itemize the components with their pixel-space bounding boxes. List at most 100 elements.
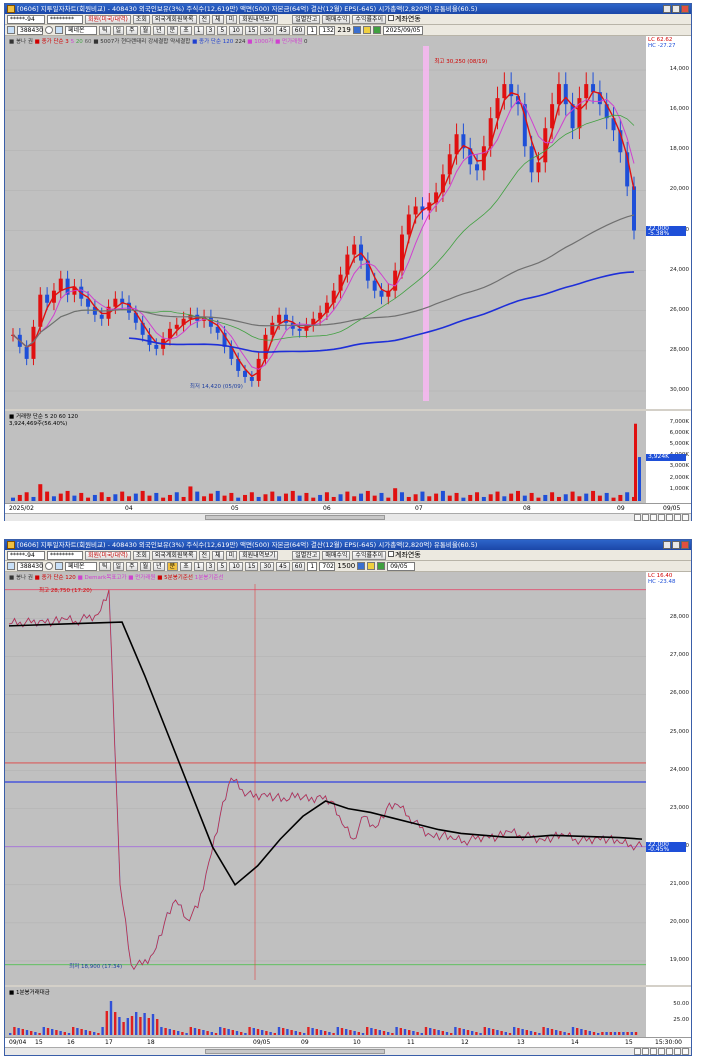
search-icon[interactable] bbox=[45, 26, 53, 34]
nav-first-icon[interactable] bbox=[634, 514, 641, 521]
period-month-button[interactable]: 월 bbox=[139, 561, 152, 571]
interval-3-button[interactable]: 3 bbox=[205, 561, 216, 571]
period-week-button[interactable]: 주 bbox=[126, 561, 138, 571]
bottom-volume-chart[interactable]: ■ 1분봉거래대금 bbox=[5, 987, 646, 1037]
query-button[interactable]: 조회 bbox=[132, 550, 150, 560]
interval-15-button[interactable]: 15 bbox=[244, 561, 259, 571]
password-field[interactable]: ******** bbox=[47, 550, 83, 560]
zoom-in-icon[interactable] bbox=[674, 514, 681, 521]
che-button[interactable]: 체 bbox=[212, 14, 224, 24]
period-tick-button[interactable]: 틱 bbox=[99, 25, 111, 35]
pin-icon[interactable] bbox=[7, 26, 15, 34]
top-members-button[interactable]: 외국계회원목록 bbox=[151, 550, 197, 560]
reset-icon[interactable] bbox=[682, 514, 689, 521]
interval-5-button[interactable]: 5 bbox=[217, 561, 228, 571]
settings-icon[interactable] bbox=[372, 26, 381, 34]
save-icon[interactable] bbox=[367, 562, 376, 570]
daily-balance-button[interactable]: 일별잔고 bbox=[292, 14, 321, 24]
jeon-button[interactable]: 전 bbox=[198, 550, 211, 560]
period-week-button[interactable]: 주 bbox=[126, 25, 138, 35]
member-view-button[interactable]: 회원내역보기 bbox=[239, 550, 279, 560]
top-price-chart[interactable]: ■ 봉나 권 ■ 종가 단순 3 5 20 60 ■ 5007가 현다랜태리 강… bbox=[5, 36, 646, 409]
interval-15-button[interactable]: 15 bbox=[244, 25, 259, 35]
period-minute-button[interactable]: 분 bbox=[166, 25, 179, 35]
interval-3-button[interactable]: 3 bbox=[205, 25, 216, 35]
member-view-button[interactable]: 회원내역보기 bbox=[239, 14, 279, 24]
member-button[interactable]: 회원(미국/대역) bbox=[85, 14, 131, 24]
top-scroll-thumb[interactable] bbox=[205, 515, 385, 520]
maximize-button[interactable] bbox=[672, 5, 680, 13]
settings-icon[interactable] bbox=[377, 562, 386, 570]
close-button[interactable] bbox=[681, 5, 689, 13]
interval-30-button[interactable]: 30 bbox=[260, 25, 275, 35]
mi-button[interactable]: 미 bbox=[225, 550, 238, 560]
count-input[interactable]: 702 bbox=[319, 561, 336, 571]
period-year-button[interactable]: 년 bbox=[153, 25, 165, 35]
nav-stop-icon[interactable] bbox=[650, 1048, 657, 1055]
nav-prev-icon[interactable] bbox=[642, 1048, 649, 1055]
nav-first-icon[interactable] bbox=[634, 1048, 641, 1055]
zoom-out-icon[interactable] bbox=[666, 514, 673, 521]
stock-code-field[interactable]: 388430 bbox=[17, 25, 43, 35]
trade-profit-button[interactable]: 매매수익 bbox=[322, 14, 351, 24]
interval-30-button[interactable]: 30 bbox=[260, 561, 275, 571]
interval-60-button[interactable]: 60 bbox=[291, 25, 306, 35]
bottom-scroll-thumb[interactable] bbox=[205, 1049, 385, 1054]
profit-rank-button[interactable]: 수익률추이 bbox=[352, 14, 387, 24]
account-field[interactable]: *****-94 bbox=[7, 14, 45, 24]
interval-1-button[interactable]: 1 bbox=[193, 561, 204, 571]
account-field[interactable]: *****-94 bbox=[7, 550, 45, 560]
maximize-button[interactable] bbox=[672, 541, 680, 549]
period-day-button[interactable]: 일 bbox=[112, 561, 125, 571]
period-second-button[interactable]: 초 bbox=[180, 25, 192, 35]
interval-1-button[interactable]: 1 bbox=[193, 25, 204, 35]
reset-icon[interactable] bbox=[682, 1048, 689, 1055]
save-icon[interactable] bbox=[362, 26, 371, 34]
search-icon[interactable] bbox=[45, 562, 53, 570]
minimize-button[interactable] bbox=[663, 541, 671, 549]
count-input[interactable]: 132 bbox=[319, 25, 336, 35]
minimize-button[interactable] bbox=[663, 5, 671, 13]
profit-rank-button[interactable]: 수익률추이 bbox=[352, 550, 387, 560]
zoom-out-icon[interactable] bbox=[666, 1048, 673, 1055]
member-button[interactable]: 회원(미국/대역) bbox=[85, 550, 131, 560]
top-members-button[interactable]: 외국계회원목록 bbox=[151, 14, 197, 24]
bottom-scrollbar[interactable] bbox=[5, 1047, 691, 1055]
mi-button[interactable]: 미 bbox=[225, 14, 238, 24]
daily-balance-button[interactable]: 일별잔고 bbox=[292, 550, 321, 560]
date-field[interactable]: 09/05 bbox=[387, 561, 416, 571]
period-month-button[interactable]: 월 bbox=[139, 25, 152, 35]
account-link-checkbox[interactable]: 계좌연동 bbox=[388, 550, 421, 560]
period-second-button[interactable]: 초 bbox=[180, 561, 192, 571]
draw-tool-icon[interactable] bbox=[357, 562, 366, 570]
zoom-in-icon[interactable] bbox=[674, 1048, 681, 1055]
interval-input[interactable]: 1 bbox=[307, 25, 318, 35]
interval-45-button[interactable]: 45 bbox=[276, 25, 290, 35]
period-day-button[interactable]: 일 bbox=[112, 25, 125, 35]
nav-stop-icon[interactable] bbox=[650, 514, 657, 521]
top-volume-chart[interactable]: ■ 거래량 단순 5 20 60 120 3,924,469주(56.40%) bbox=[5, 411, 646, 503]
stock-menu-icon[interactable] bbox=[55, 562, 63, 570]
pin-icon[interactable] bbox=[7, 562, 15, 570]
interval-10-button[interactable]: 10 bbox=[229, 561, 243, 571]
interval-10-button[interactable]: 10 bbox=[229, 25, 243, 35]
interval-input[interactable]: 1 bbox=[307, 561, 318, 571]
stock-code-field[interactable]: 388430 bbox=[17, 561, 43, 571]
interval-5-button[interactable]: 5 bbox=[217, 25, 228, 35]
period-minute-button[interactable]: 분 bbox=[166, 561, 179, 571]
nav-prev-icon[interactable] bbox=[642, 514, 649, 521]
password-field[interactable]: ******** bbox=[47, 14, 83, 24]
nav-next-icon[interactable] bbox=[658, 514, 665, 521]
top-scrollbar[interactable] bbox=[5, 513, 691, 521]
interval-60-button[interactable]: 60 bbox=[291, 561, 306, 571]
close-button[interactable] bbox=[681, 541, 689, 549]
interval-45-button[interactable]: 45 bbox=[276, 561, 290, 571]
che-button[interactable]: 체 bbox=[212, 550, 224, 560]
query-button[interactable]: 조회 bbox=[132, 14, 150, 24]
account-link-checkbox[interactable]: 계좌연동 bbox=[388, 14, 421, 24]
period-year-button[interactable]: 년 bbox=[153, 561, 165, 571]
trade-profit-button[interactable]: 매매수익 bbox=[322, 550, 351, 560]
period-tick-button[interactable]: 틱 bbox=[99, 561, 111, 571]
nav-next-icon[interactable] bbox=[658, 1048, 665, 1055]
jeon-button[interactable]: 전 bbox=[198, 14, 211, 24]
